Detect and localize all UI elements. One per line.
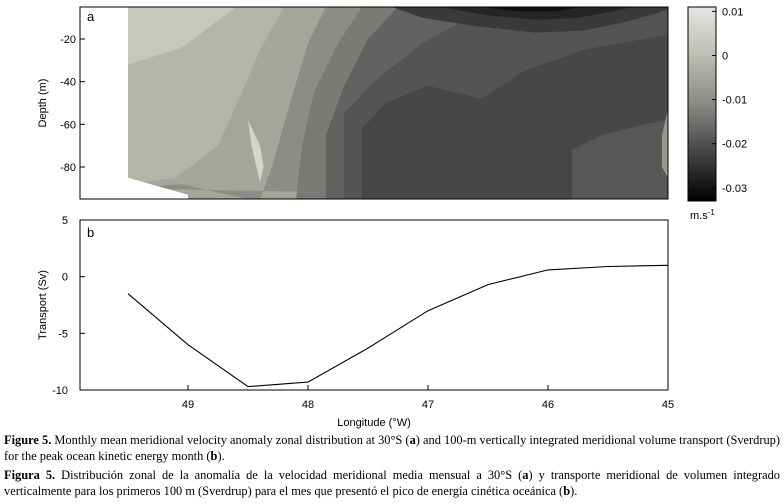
panel-b-xtick-label: 47 — [422, 399, 434, 411]
panel-a-ytick-label: -20 — [60, 34, 76, 46]
panel-b-xtick-label: 46 — [542, 399, 554, 411]
panel-a-frame — [79, 6, 669, 200]
colorbar-tick-label: -0.02 — [722, 139, 747, 151]
no-data-region — [80, 7, 188, 199]
panel-a-ylabel: Depth (m) — [37, 79, 49, 128]
figure: -20 -40 -60 -80 a Depth (m) 0.01 0 -0.01 -0.02… — [37, 6, 747, 429]
caption-english-label: Figure 5. — [4, 433, 52, 447]
contour-band-11 — [482, 7, 584, 12]
contour-bands — [80, 7, 668, 199]
panel-b-ytick-label: -5 — [58, 328, 68, 340]
colorbar-ticks: 0.01 0 -0.01 -0.02 -0.03 — [712, 6, 747, 195]
colorbar-tick-label: 0 — [722, 51, 728, 63]
panel-a-y-axis: -20 -40 -60 -80 — [60, 34, 85, 174]
colorbar-tick-label: -0.01 — [722, 95, 747, 107]
panel-b-ytick-label: 0 — [62, 272, 68, 284]
contour-band-12 — [662, 109, 668, 178]
contour-band-10 — [440, 7, 632, 20]
velocity-anomaly-panel: -20 -40 -60 -80 a Depth (m) — [37, 6, 669, 200]
panel-a-label: a — [87, 9, 95, 24]
panel-b-ytick-label: -10 — [52, 385, 68, 397]
panel-b-xtick-label: 45 — [662, 399, 674, 411]
transport-line — [127, 264, 669, 388]
caption-spanish: Figura 5. Distribución zonal de la anoma… — [4, 468, 781, 498]
panel-a-ytick-label: -60 — [60, 119, 76, 131]
caption-spanish-label: Figura 5. — [4, 468, 56, 482]
colorbar-unit: m.s-1 — [690, 208, 715, 222]
colorbar: 0.01 0 -0.01 -0.02 -0.03 m.s-1 — [687, 6, 747, 222]
panel-b-ytick-label: 5 — [62, 215, 68, 227]
contour-band-13 — [248, 120, 264, 182]
colorbar-gradient — [687, 6, 717, 202]
colorbar-tick-label: 0.01 — [722, 6, 743, 18]
panel-b-xtick-label: 48 — [302, 399, 314, 411]
panel-b-xlabel: Longitude (°W) — [337, 417, 411, 429]
contour-band-8 — [572, 120, 668, 199]
panel-b-label: b — [87, 225, 94, 240]
panel-a-ytick-label: -40 — [60, 77, 76, 89]
transport-panel: 5 0 -5 -10 49 48 47 46 45 b Transport (Sv) Longi… — [37, 215, 674, 429]
colorbar-tick-label: -0.03 — [722, 183, 747, 195]
caption-english: Figure 5. Monthly mean meridional veloci… — [4, 433, 780, 463]
panel-b-ylabel: Transport (Sv) — [37, 270, 49, 340]
panel-b-axes: 5 0 -5 -10 49 48 47 46 45 — [52, 215, 674, 411]
panel-b-xtick-label: 49 — [182, 399, 194, 411]
panel-a-ytick-label: -80 — [60, 162, 76, 174]
panel-b-frame — [79, 219, 669, 391]
